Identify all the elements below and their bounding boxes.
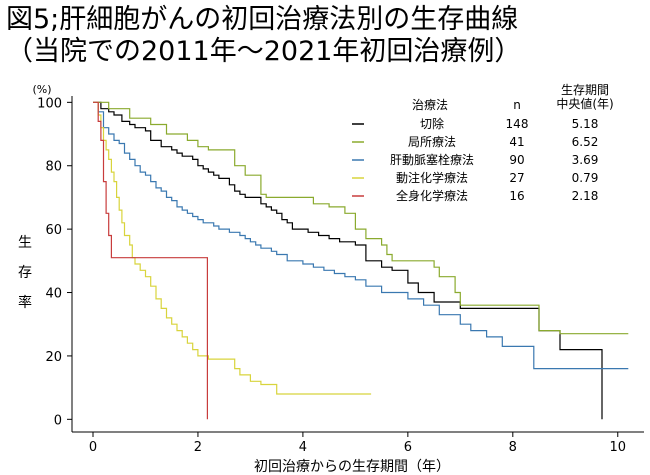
legend-n-2: 90: [509, 153, 524, 167]
legend-name-0: 切除: [420, 116, 444, 131]
legend-header-method: 治療法: [412, 98, 448, 112]
legend-n-4: 16: [509, 189, 524, 203]
title-line-2: （当院での2011年～2021年初回治療例）: [6, 36, 522, 67]
y-tick-label: 100: [37, 96, 62, 111]
y-tick-label: 80: [45, 160, 62, 175]
plot-lines: [93, 101, 629, 420]
legend-median-4: 2.18: [572, 189, 599, 203]
y-tick-label: 40: [45, 287, 62, 302]
y-tick-label: 60: [45, 223, 62, 238]
x-tick-label: 4: [299, 440, 307, 455]
x-tick-label: 10: [609, 440, 626, 455]
title-line-1: 図5;肝細胞がんの初回治療法別の生存曲線: [6, 4, 519, 35]
y-unit: (%): [32, 83, 51, 96]
y-tick-label: 20: [45, 350, 62, 365]
x-axis-label: 初回治療からの生存期間（年）: [254, 458, 450, 475]
series-line-1: [93, 101, 629, 335]
x-tick-label: 2: [194, 440, 202, 455]
legend-header-median: 中央値(年): [556, 96, 613, 111]
y-axis-label: 生存率: [18, 235, 32, 311]
legend-name-4: 全身化学療法: [396, 188, 468, 203]
series-line-0: [93, 101, 603, 420]
legend-median-1: 6.52: [572, 135, 599, 149]
legend-n-1: 41: [509, 135, 524, 149]
legend-header-n: n: [513, 98, 521, 112]
legend-n-0: 148: [506, 117, 529, 131]
legend-name-1: 局所療法: [408, 135, 456, 149]
series-line-4: [93, 101, 208, 420]
legend-n-3: 27: [509, 171, 524, 185]
legend-name-2: 肝動脈塞栓療法: [390, 152, 474, 167]
legend-header-median: 生存期間: [561, 83, 609, 97]
x-tick-label: 8: [509, 440, 517, 455]
legend-median-0: 5.18: [572, 117, 599, 131]
x-tick-label: 0: [89, 440, 97, 455]
y-tick-label: 0: [54, 413, 62, 428]
legend-median-2: 3.69: [572, 153, 599, 167]
series-line-3: [93, 101, 372, 395]
x-tick-label: 6: [404, 440, 412, 455]
legend-name-3: 動注化学療法: [396, 170, 468, 185]
axes: 0 20 40 60 80 100 0 2 4 6 8 10 (%) 初回治療からの生存期間（年） 生存率: [18, 83, 644, 475]
series-line-2: [93, 101, 629, 370]
legend-median-3: 0.79: [572, 171, 599, 185]
